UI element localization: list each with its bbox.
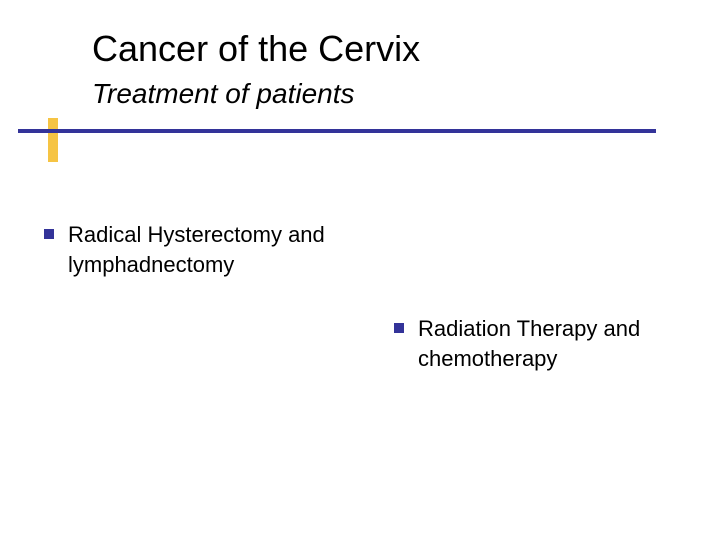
bullet-item-left: Radical Hysterectomy and lymphadnectomy (44, 220, 344, 279)
bullet-text-left: Radical Hysterectomy and lymphadnectomy (68, 220, 344, 279)
decoration-vertical-bar (48, 118, 58, 162)
bullet-item-right: Radiation Therapy and chemotherapy (394, 314, 694, 373)
decoration-horizontal-line (18, 129, 656, 133)
slide-subtitle: Treatment of patients (92, 78, 355, 110)
bullet-text-right: Radiation Therapy and chemotherapy (418, 314, 694, 373)
bullet-square-icon (44, 229, 54, 239)
bullet-square-icon (394, 323, 404, 333)
slide-container: Cancer of the Cervix Treatment of patien… (0, 0, 720, 540)
slide-title: Cancer of the Cervix (92, 28, 420, 70)
